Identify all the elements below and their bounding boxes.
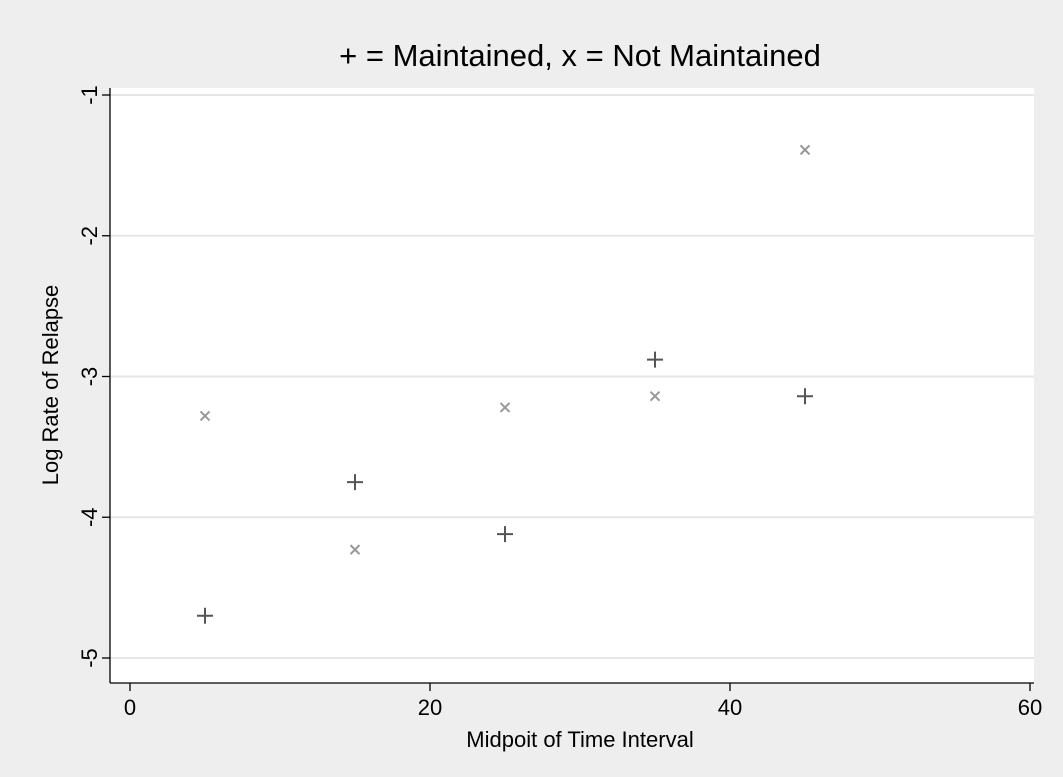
x-marker <box>649 390 661 402</box>
y-tick-label: -4 <box>77 507 102 527</box>
chart-title: + = Maintained, x = Not Maintained <box>339 38 821 73</box>
plus-marker <box>497 526 513 543</box>
x-tick-label: 60 <box>1018 695 1042 720</box>
plot-area <box>110 88 1034 683</box>
data-points <box>197 144 813 624</box>
y-axis-label: Log Rate of Relapse <box>38 285 63 486</box>
y-axis-ticks: -5 -4 -3 -2 -1 <box>77 85 110 668</box>
x-marker <box>349 544 361 555</box>
x-axis-ticks: 0 20 40 60 <box>124 683 1042 720</box>
y-tick-label: -3 <box>77 367 102 387</box>
plus-marker <box>797 388 813 405</box>
y-tick-label: -5 <box>77 648 102 668</box>
x-marker <box>499 402 511 413</box>
x-tick-label: 40 <box>718 695 742 720</box>
x-tick-label: 20 <box>418 695 442 720</box>
plus-marker <box>647 351 663 368</box>
y-tick-label: -2 <box>77 226 102 246</box>
x-marker <box>799 144 811 156</box>
grid-lines <box>110 94 1034 659</box>
x-tick-label: 0 <box>124 695 136 720</box>
plus-marker <box>347 474 363 491</box>
plus-marker <box>197 607 213 624</box>
x-axis-label: Midpoit of Time Interval <box>466 727 693 752</box>
y-tick-label: -1 <box>77 85 102 105</box>
x-marker <box>199 410 211 422</box>
